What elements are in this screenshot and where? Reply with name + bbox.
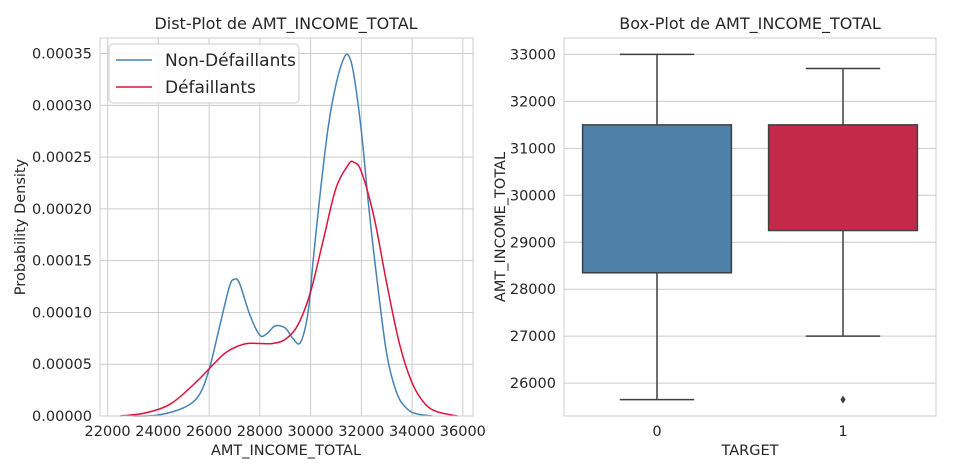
- y-tick-label: 0.00015: [32, 254, 92, 270]
- x-tick-label: 34000: [389, 424, 435, 440]
- y-tick-label: 33000: [510, 47, 556, 63]
- density-curve-defaillants: [120, 160, 458, 417]
- y-tick-label: 28000: [510, 282, 556, 298]
- x-tick-label: 30000: [288, 424, 334, 440]
- y-tick-label: 26000: [510, 376, 556, 392]
- box-plot-y-label: AMT_INCOME_TOTAL: [493, 152, 509, 302]
- y-tick-label: 27000: [510, 329, 556, 345]
- iqr-box: [581, 124, 733, 274]
- dist-plot: 22000 24000 26000 28000 30000 32000 34000 36000…: [13, 14, 486, 459]
- y-tick-label: 30000: [510, 188, 556, 204]
- dist-plot-y-ticks: 0.00000 0.00005 0.00010 0.00015 0.00020 0.000…: [32, 47, 92, 425]
- dist-plot-y-label: Probability Density: [13, 158, 29, 295]
- box-plot-y-ticks: 26000 27000 28000 29000 30000 31000 32000 33000: [510, 47, 556, 392]
- box-0: [581, 53, 733, 401]
- y-tick-label: 0.00035: [32, 47, 92, 63]
- x-tick-label: 36000: [440, 424, 486, 440]
- legend-label-defaillants: Défaillants: [165, 78, 256, 98]
- dist-plot-x-label: AMT_INCOME_TOTAL: [211, 443, 361, 459]
- y-tick-label: 0.00030: [32, 98, 92, 114]
- x-tick-label: 32000: [338, 424, 384, 440]
- y-tick-label: 31000: [510, 141, 556, 157]
- legend-box: [108, 43, 300, 104]
- y-tick-label: 0.00010: [32, 305, 92, 321]
- dist-plot-legend: Non-Défaillants Défaillants: [108, 43, 300, 104]
- box-1: [767, 67, 919, 404]
- x-tick-label: 26000: [186, 424, 232, 440]
- y-tick-label: 0.00000: [32, 409, 92, 425]
- x-tick-label: 22000: [85, 424, 131, 440]
- box-plot-frame: [563, 37, 937, 417]
- outlier-point: [840, 395, 846, 404]
- y-tick-label: 29000: [510, 235, 556, 251]
- y-tick-label: 0.00020: [32, 202, 92, 218]
- legend-label-non-defaillants: Non-Défaillants: [165, 51, 296, 71]
- dist-plot-x-ticks: 22000 24000 26000 28000 30000 32000 34000 36000: [85, 424, 486, 440]
- iqr-box: [767, 124, 919, 232]
- x-tick-label: 0: [652, 424, 661, 440]
- density-curve-non-defaillants: [132, 53, 433, 417]
- box-plot-boxes: [581, 53, 919, 404]
- y-tick-label: 0.00025: [32, 150, 92, 166]
- y-tick-label: 32000: [510, 94, 556, 110]
- dist-plot-curves: [120, 53, 458, 417]
- dist-plot-frame: [99, 37, 474, 417]
- box-plot-x-label: TARGET: [721, 443, 779, 459]
- x-tick-label: 24000: [135, 424, 181, 440]
- y-tick-label: 0.00005: [32, 357, 92, 373]
- x-tick-label: 28000: [237, 424, 283, 440]
- x-tick-label: 1: [838, 424, 847, 440]
- box-plot-title: Box-Plot de AMT_INCOME_TOTAL: [619, 14, 881, 34]
- dist-plot-title: Dist-Plot de AMT_INCOME_TOTAL: [154, 14, 417, 34]
